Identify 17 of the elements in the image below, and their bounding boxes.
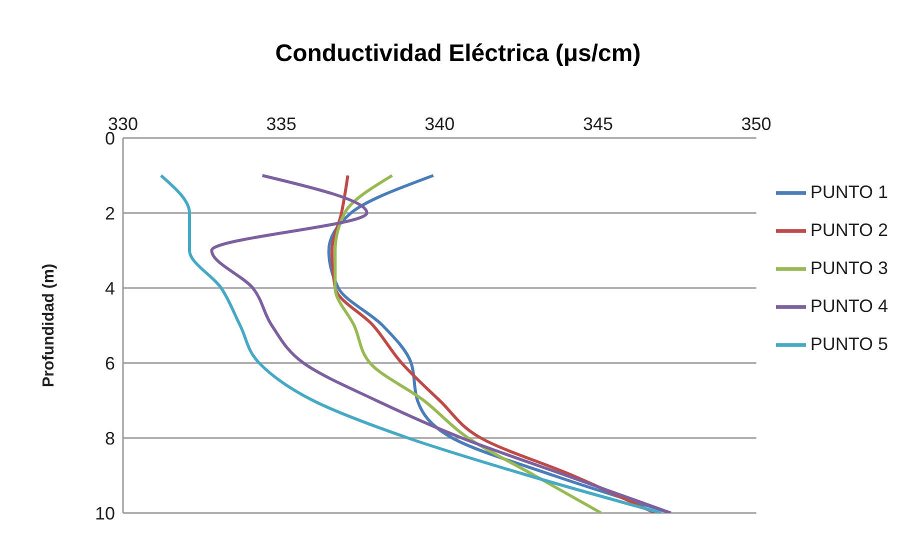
legend-label: PUNTO 5 <box>810 334 888 354</box>
legend-label: PUNTO 4 <box>810 296 888 316</box>
y-tick-label: 10 <box>94 503 115 524</box>
chart-title: Conductividad Eléctrica (μs/cm) <box>274 40 642 68</box>
x-tick-label: 340 <box>424 114 455 134</box>
legend-label: PUNTO 2 <box>810 220 888 240</box>
legend-label: PUNTO 3 <box>810 258 888 278</box>
y-tick-label: 2 <box>104 203 115 224</box>
line-series <box>334 174 603 513</box>
legend-label: PUNTO 1 <box>810 182 888 202</box>
x-tick-label: 350 <box>741 114 772 134</box>
y-axis-title: Profundidad (m) <box>40 264 58 388</box>
y-tick-label: 8 <box>104 428 115 448</box>
y-tick-label: 4 <box>104 278 115 298</box>
x-tick-label: 335 <box>266 114 296 134</box>
y-tick-label: 6 <box>104 353 115 374</box>
x-tick-label: 345 <box>582 114 614 134</box>
